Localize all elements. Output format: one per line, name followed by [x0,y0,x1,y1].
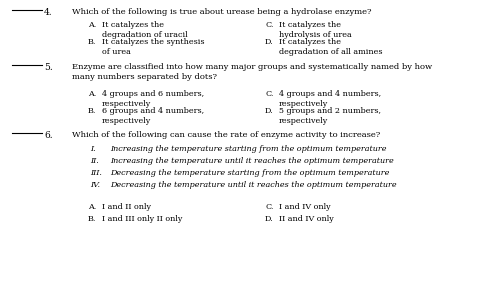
Text: Which of the following is true about urease being a hydrolase enzyme?: Which of the following is true about ure… [72,8,372,16]
Text: 6.: 6. [44,131,53,140]
Text: I and III only II only: I and III only II only [102,215,182,223]
Text: B.: B. [88,107,96,115]
Text: A.: A. [88,90,96,98]
Text: IV.: IV. [90,181,100,189]
Text: I.: I. [90,145,96,153]
Text: C.: C. [265,203,274,211]
Text: It catalyzes the synthesis
of urea: It catalyzes the synthesis of urea [102,38,204,56]
Text: Decreasing the temperature starting from the optimum temperature: Decreasing the temperature starting from… [110,169,389,177]
Text: A.: A. [88,203,96,211]
Text: II and IV only: II and IV only [279,215,334,223]
Text: D.: D. [265,215,274,223]
Text: I and II only: I and II only [102,203,151,211]
Text: 4 groups and 4 numbers,
respectively: 4 groups and 4 numbers, respectively [279,90,381,108]
Text: 4.: 4. [44,8,53,17]
Text: 6 groups and 4 numbers,
respectively: 6 groups and 4 numbers, respectively [102,107,204,125]
Text: 5.: 5. [44,63,53,72]
Text: C.: C. [265,21,274,29]
Text: 4 groups and 6 numbers,
respectively: 4 groups and 6 numbers, respectively [102,90,204,108]
Text: D.: D. [265,38,274,46]
Text: B.: B. [88,215,96,223]
Text: III.: III. [90,169,102,177]
Text: It catalyzes the
degradation of all amines: It catalyzes the degradation of all amin… [279,38,383,56]
Text: I and IV only: I and IV only [279,203,331,211]
Text: C.: C. [265,90,274,98]
Text: D.: D. [265,107,274,115]
Text: A.: A. [88,21,96,29]
Text: It catalyzes the
hydrolysis of urea: It catalyzes the hydrolysis of urea [279,21,352,39]
Text: Decreasing the temperature until it reaches the optimum temperature: Decreasing the temperature until it reac… [110,181,396,189]
Text: 5 groups and 2 numbers,
respectively: 5 groups and 2 numbers, respectively [279,107,381,125]
Text: It catalyzes the
degradation of uracil: It catalyzes the degradation of uracil [102,21,188,39]
Text: B.: B. [88,38,96,46]
Text: Increasing the temperature starting from the optimum temperature: Increasing the temperature starting from… [110,145,386,153]
Text: Enzyme are classified into how many major groups and systematically named by how: Enzyme are classified into how many majo… [72,63,432,82]
Text: Increasing the temperature until it reaches the optimum temperature: Increasing the temperature until it reac… [110,157,394,165]
Text: Which of the following can cause the rate of enzyme activity to increase?: Which of the following can cause the rat… [72,131,380,139]
Text: II.: II. [90,157,99,165]
